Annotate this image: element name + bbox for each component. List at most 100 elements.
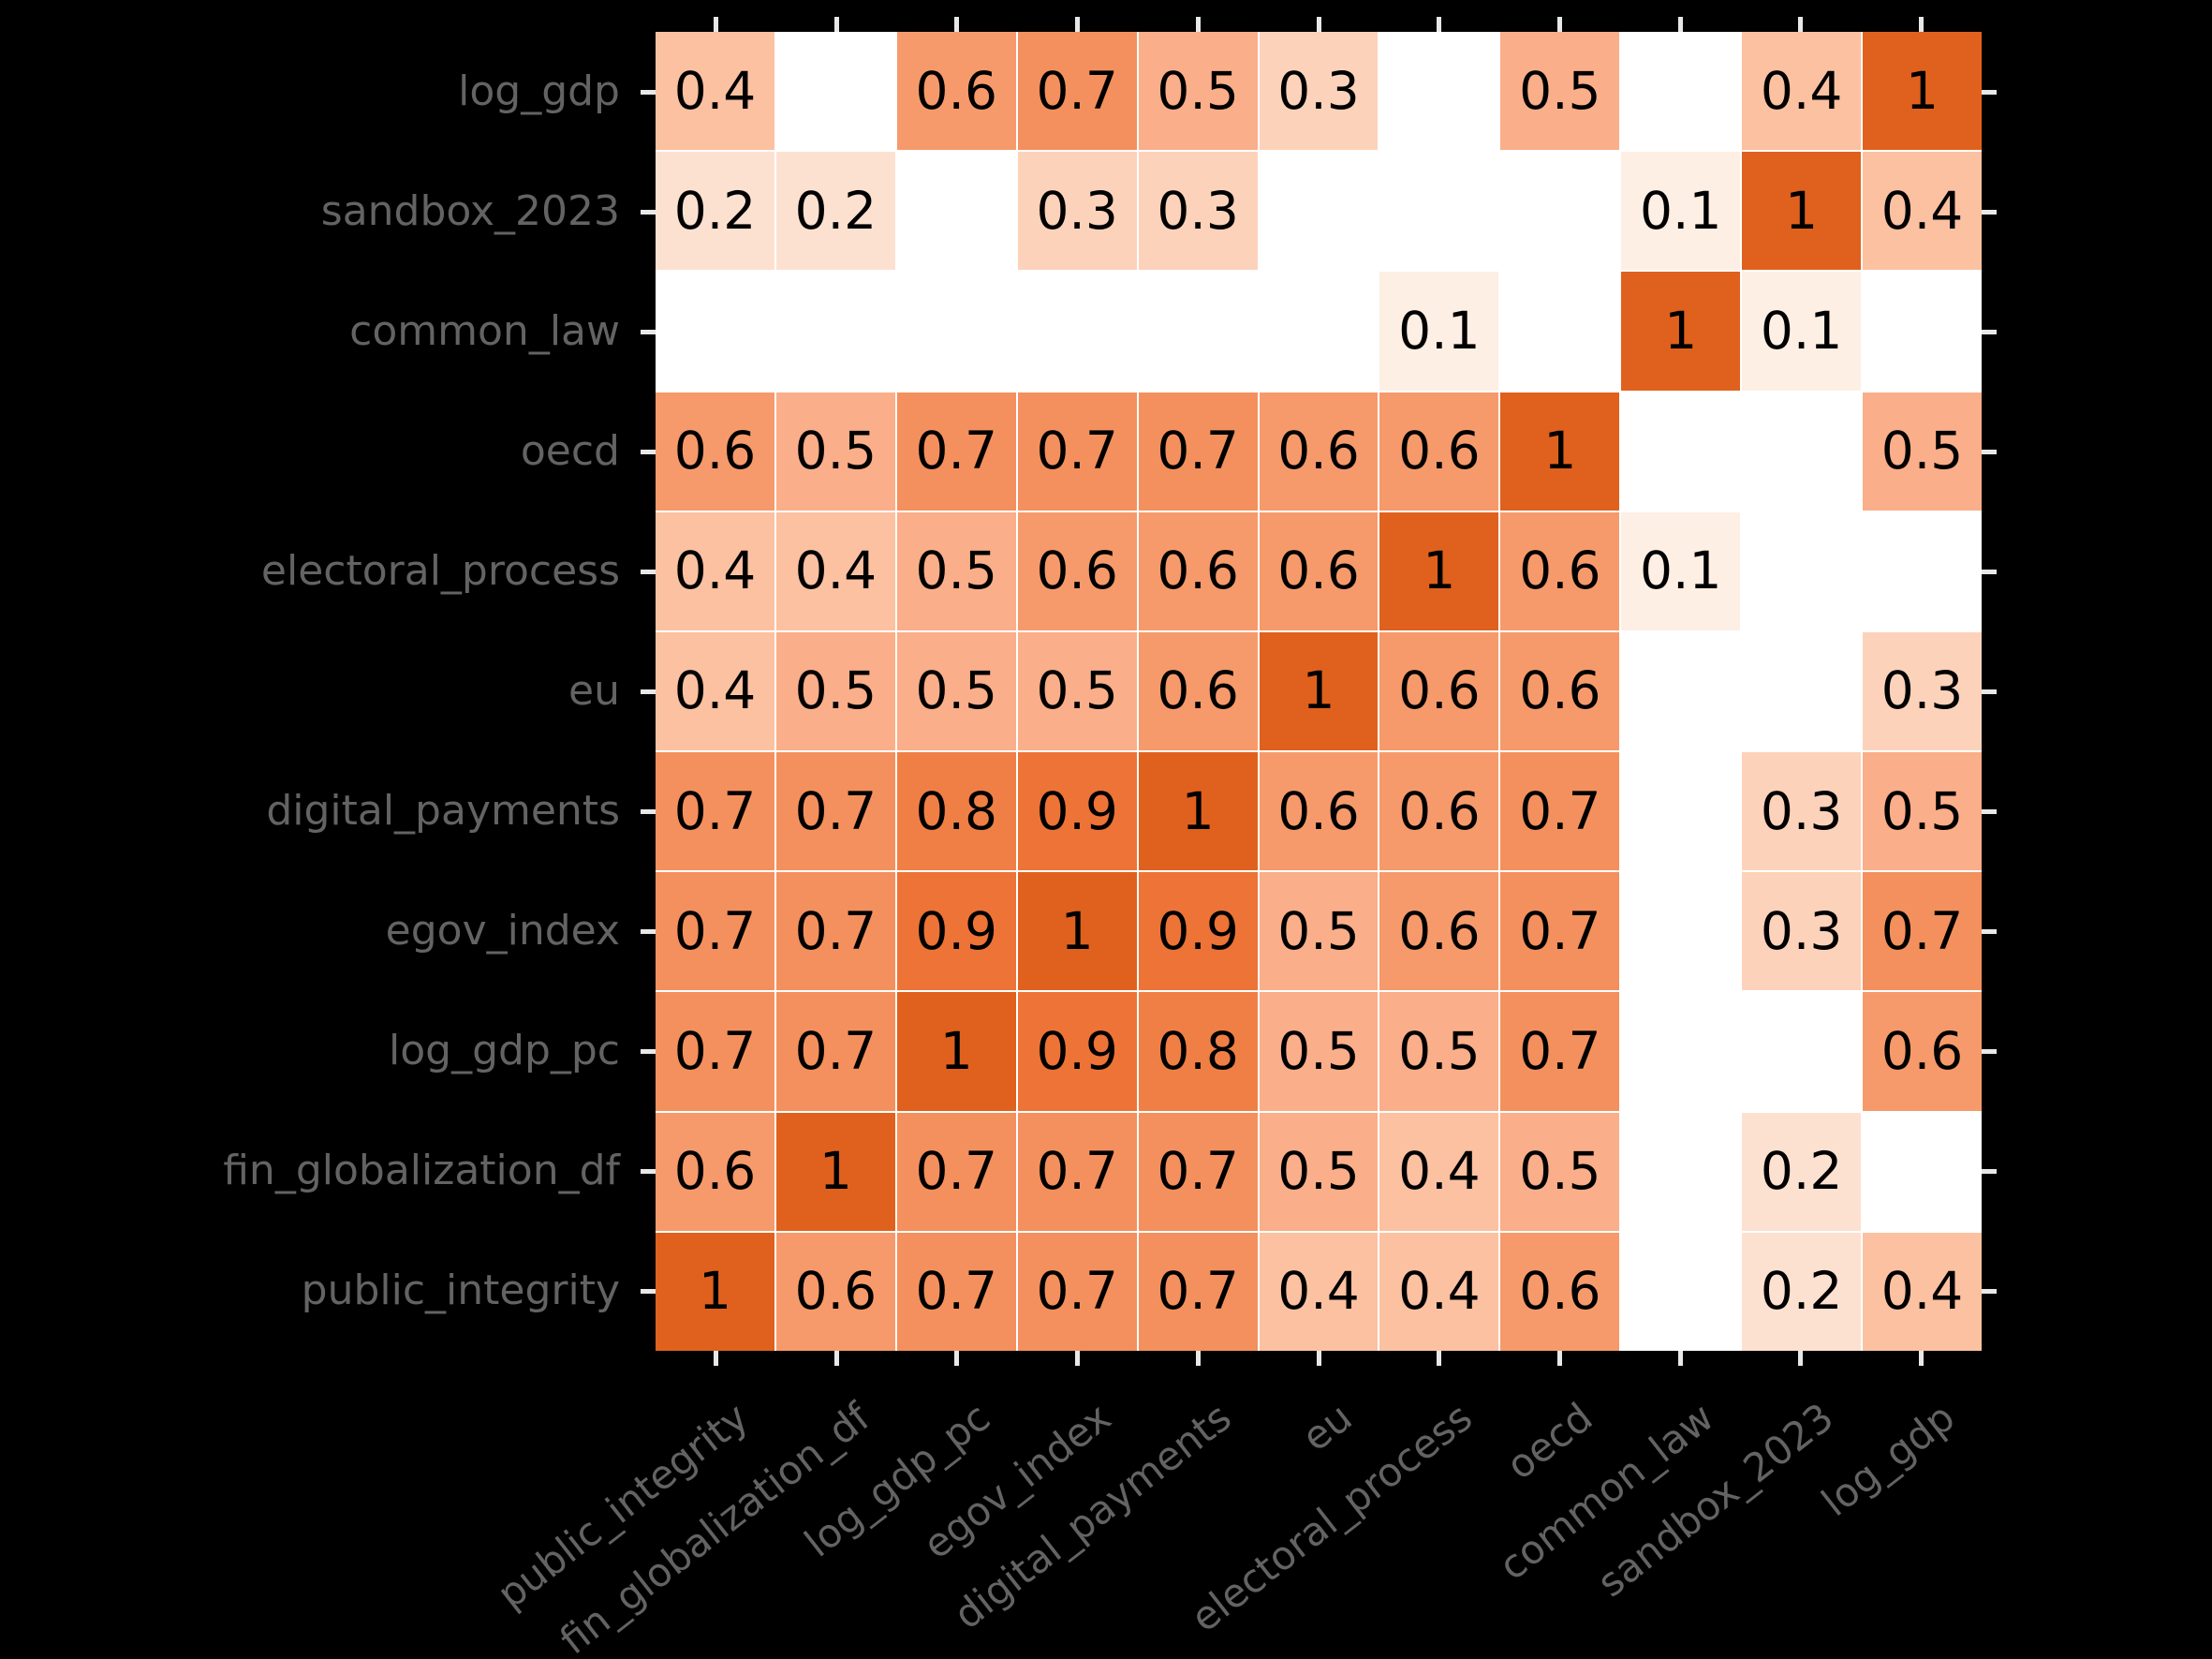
- heatmap-cell: [1259, 272, 1379, 391]
- heatmap-cell: 0.4: [1379, 1112, 1499, 1231]
- heatmap-cell: 0.5: [1379, 992, 1499, 1111]
- heatmap-cell: 0.6: [1500, 511, 1620, 630]
- heatmap-cell: 0.7: [1863, 872, 1982, 991]
- axis-tick: [1437, 17, 1442, 32]
- axis-tick: [954, 1351, 960, 1366]
- heatmap-cell: 0.8: [896, 752, 1016, 871]
- heatmap-cell: 0.9: [896, 872, 1016, 991]
- heatmap-cell: 0.1: [1621, 511, 1741, 630]
- heatmap-cell: 0.3: [1259, 32, 1379, 151]
- heatmap-cell: 0.7: [775, 752, 895, 871]
- axis-tick: [641, 329, 656, 334]
- axis-tick: [1982, 689, 1997, 694]
- x-axis-label: log_gdp: [1812, 1394, 1963, 1526]
- heatmap-cell: 0.7: [1017, 1112, 1137, 1231]
- heatmap-cell: [1742, 631, 1862, 751]
- y-axis-label: digital_payments: [266, 787, 620, 835]
- heatmap-cell: 1: [1259, 631, 1379, 751]
- heatmap-cell: 0.4: [1259, 1232, 1379, 1351]
- heatmap-cell: [1259, 152, 1379, 271]
- axis-tick: [1677, 1351, 1683, 1366]
- axis-tick: [1075, 17, 1081, 32]
- heatmap-cell: 1: [1138, 752, 1258, 871]
- axis-tick: [641, 1168, 656, 1174]
- heatmap-cell: [1621, 752, 1741, 871]
- y-axis-label: log_gdp: [458, 67, 620, 115]
- heatmap-cell: 0.5: [1500, 32, 1620, 151]
- heatmap-cell: 0.5: [896, 631, 1016, 751]
- heatmap-cell: [1621, 631, 1741, 751]
- axis-tick: [1982, 449, 1997, 454]
- heatmap-cell: 0.1: [1379, 272, 1499, 391]
- heatmap-cell: 0.6: [1379, 752, 1499, 871]
- heatmap-cell: [1621, 992, 1741, 1111]
- axis-tick: [1982, 1168, 1997, 1174]
- axis-tick: [1798, 1351, 1804, 1366]
- y-axis-label: electoral_process: [260, 547, 620, 595]
- heatmap-cell: 0.7: [656, 992, 774, 1111]
- heatmap-cell: 0.5: [775, 392, 895, 511]
- heatmap-cell: 0.7: [1500, 992, 1620, 1111]
- heatmap-cell: [1742, 992, 1862, 1111]
- axis-tick: [641, 928, 656, 934]
- heatmap-cell: 0.4: [1742, 32, 1862, 151]
- axis-tick: [1316, 1351, 1321, 1366]
- heatmap-cell: 0.2: [1742, 1232, 1862, 1351]
- heatmap-cell: [896, 272, 1016, 391]
- heatmap-cell: 0.7: [1500, 752, 1620, 871]
- heatmap-cell: [656, 272, 774, 391]
- axis-tick: [641, 89, 656, 95]
- heatmap-cell: [1621, 872, 1741, 991]
- heatmap-cell: 0.7: [896, 392, 1016, 511]
- heatmap-cell: 0.6: [656, 392, 774, 511]
- heatmap-cell: [1138, 272, 1258, 391]
- heatmap-cell: 0.6: [1500, 631, 1620, 751]
- heatmap-cell: 0.4: [656, 511, 774, 630]
- axis-tick: [1075, 1351, 1081, 1366]
- heatmap-cell: 0.6: [656, 1112, 774, 1231]
- heatmap-cell: [1500, 152, 1620, 271]
- heatmap-cell: [1500, 272, 1620, 391]
- y-axis-label: eu: [568, 667, 620, 715]
- axis-tick: [833, 1351, 839, 1366]
- heatmap-cell: 0.6: [1017, 511, 1137, 630]
- y-axis-label: public_integrity: [301, 1266, 620, 1314]
- heatmap-cell: 1: [1621, 272, 1741, 391]
- heatmap-cell: 0.6: [896, 32, 1016, 151]
- heatmap-cell: 0.1: [1742, 272, 1862, 391]
- axis-tick: [1677, 17, 1683, 32]
- axis-tick: [1195, 1351, 1201, 1366]
- heatmap-cell: [775, 32, 895, 151]
- heatmap-cell: 0.5: [775, 631, 895, 751]
- heatmap-cell: 0.6: [1138, 511, 1258, 630]
- heatmap-cell: 0.7: [775, 992, 895, 1111]
- heatmap-cell: 0.7: [656, 752, 774, 871]
- y-axis-label: fin_globalization_df: [223, 1147, 620, 1194]
- heatmap-cell: 0.2: [775, 152, 895, 271]
- heatmap-cell: [1742, 511, 1862, 630]
- heatmap-cell: 0.4: [1863, 152, 1982, 271]
- y-axis-label: log_gdp_pc: [389, 1027, 620, 1074]
- axis-tick: [641, 449, 656, 454]
- heatmap-cell: 0.5: [1863, 752, 1982, 871]
- heatmap-cell: 1: [1863, 32, 1982, 151]
- axis-tick: [1316, 17, 1321, 32]
- heatmap-cell: 0.7: [896, 1112, 1016, 1231]
- heatmap-cell: [1863, 272, 1982, 391]
- heatmap-cell: [1863, 511, 1982, 630]
- axis-tick: [1982, 89, 1997, 95]
- axis-tick: [1919, 17, 1924, 32]
- axis-tick: [1982, 329, 1997, 334]
- heatmap-cell: 0.5: [1863, 392, 1982, 511]
- heatmap-cell: [775, 272, 895, 391]
- heatmap-cell: [1379, 152, 1499, 271]
- heatmap-cell: 0.2: [656, 152, 774, 271]
- heatmap-cell: 1: [896, 992, 1016, 1111]
- y-axis-label: sandbox_2023: [320, 187, 620, 235]
- axis-tick: [954, 17, 960, 32]
- heatmap-cell: 0.7: [656, 872, 774, 991]
- heatmap-cell: 0.4: [656, 32, 774, 151]
- heatmap-cell: 0.9: [1017, 752, 1137, 871]
- heatmap-cell: 0.6: [1138, 631, 1258, 751]
